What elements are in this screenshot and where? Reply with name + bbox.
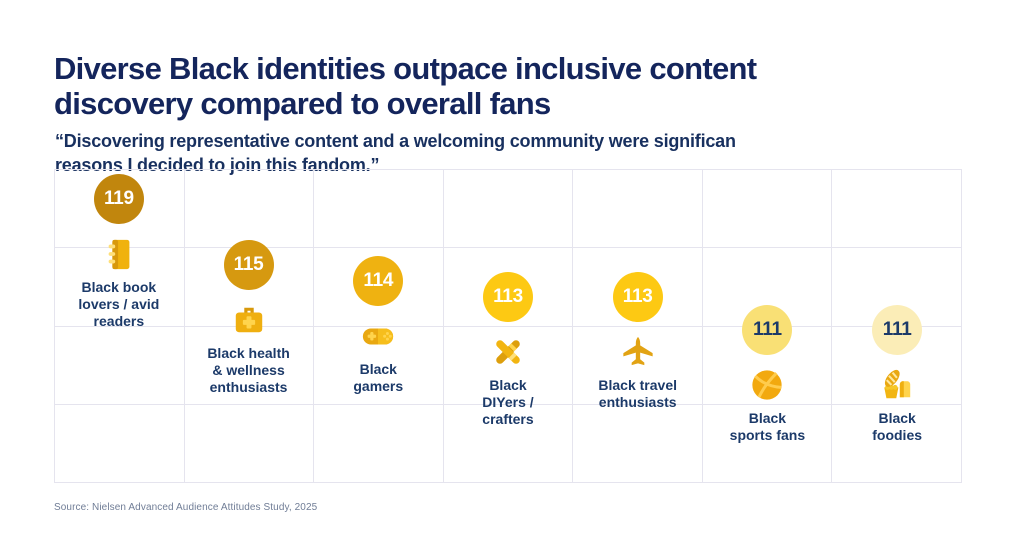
subtitle-line-2: reasons I decided to join this fandom.” bbox=[55, 155, 380, 175]
category-label-line: & wellness bbox=[212, 361, 285, 378]
grid-cell bbox=[443, 326, 574, 405]
category-label-line: crafters bbox=[482, 411, 534, 428]
grid-cell bbox=[55, 404, 185, 483]
category-label-line: Black bbox=[878, 410, 916, 427]
category-label-line: Black bbox=[748, 410, 787, 427]
chart-column: 111 Black sports fans bbox=[703, 169, 833, 483]
category-label: Black gamers bbox=[313, 361, 443, 395]
title-line-2: discovery compared to overall fans bbox=[54, 85, 551, 121]
page-title: Diverse Black identities outpace inclusi… bbox=[54, 51, 974, 121]
category-label-line: Black health bbox=[207, 344, 290, 361]
category-label: Black sports fans bbox=[703, 410, 833, 444]
value-circle: 114 bbox=[353, 256, 404, 306]
grid-cell bbox=[184, 404, 315, 483]
book-icon bbox=[102, 237, 136, 271]
category-label: Black book lovers / avid readers bbox=[54, 279, 184, 330]
grid-cell bbox=[573, 326, 703, 405]
category-label-line: Black travel bbox=[598, 377, 677, 394]
grid-cell bbox=[314, 248, 444, 327]
identity-index-chart: 119 Black book lovers / avid readers 115 Blac… bbox=[54, 169, 962, 483]
bread-icon bbox=[880, 368, 914, 402]
chart-column: 114 Black gamers bbox=[313, 169, 443, 483]
category-label-line: Black bbox=[359, 361, 397, 377]
subtitle-quote: “Discovering representative content and … bbox=[55, 129, 915, 177]
value-circle: 113 bbox=[482, 272, 533, 323]
category-label-line: readers bbox=[93, 313, 145, 329]
category-label-line: enthusiasts bbox=[209, 378, 288, 395]
grid-cell bbox=[702, 404, 833, 483]
grid-cell bbox=[702, 170, 833, 249]
grid-cell bbox=[184, 326, 315, 405]
subtitle-line-1: “Discovering representative content and … bbox=[55, 131, 736, 151]
grid-cell bbox=[314, 170, 444, 249]
value-circle: 119 bbox=[93, 174, 144, 224]
value-circle: 111 bbox=[872, 305, 923, 356]
title-line-1: Diverse Black identities outpace inclusi… bbox=[54, 50, 757, 86]
category-label-line: enthusiasts bbox=[598, 394, 677, 411]
category-label-line: DIYers / bbox=[482, 394, 534, 411]
chart-column: 113 Black travel enthusiasts bbox=[573, 169, 703, 483]
category-label-line: Black book bbox=[81, 279, 157, 295]
grid-cell bbox=[832, 170, 962, 249]
grid-cell bbox=[832, 404, 962, 483]
source-note: Source: Nielsen Advanced Audience Attitu… bbox=[54, 502, 318, 513]
category-label-line: gamers bbox=[353, 378, 404, 394]
category-label-line: foodies bbox=[872, 427, 923, 444]
grid-cell bbox=[573, 404, 703, 483]
gamepad-icon bbox=[361, 319, 395, 353]
grid-cell bbox=[443, 404, 574, 483]
grid-cell bbox=[702, 326, 833, 405]
value-circle: 115 bbox=[223, 239, 274, 290]
category-label: Black foodies bbox=[832, 410, 962, 444]
grid-cell bbox=[314, 326, 444, 405]
grid-cell bbox=[573, 248, 703, 327]
category-label-line: sports fans bbox=[729, 427, 806, 444]
value-circle: 113 bbox=[612, 272, 663, 323]
grid-cell bbox=[55, 326, 185, 405]
category-label: Black travel enthusiasts bbox=[573, 377, 703, 411]
grid-cell bbox=[314, 404, 444, 483]
chart-column: 119 Black book lovers / avid readers bbox=[54, 169, 184, 483]
category-label: Black DIYers / crafters bbox=[443, 377, 573, 428]
value-circle: 111 bbox=[742, 305, 793, 356]
chart-column: 115 Black health & wellness enthusiasts bbox=[184, 169, 314, 483]
category-label-line: Black bbox=[489, 377, 527, 394]
category-label-line: lovers / avid bbox=[78, 296, 160, 312]
chart-column: 113 Black DIYers / crafters bbox=[443, 169, 573, 483]
category-label: Black health & wellness enthusiasts bbox=[184, 345, 314, 396]
chart-column: 111 Black foodies bbox=[832, 169, 962, 483]
grid-cell bbox=[443, 248, 574, 327]
grid-cell bbox=[573, 170, 703, 249]
grid-cell bbox=[832, 326, 962, 405]
basketball-icon bbox=[750, 368, 784, 402]
first-aid-kit-icon bbox=[232, 303, 266, 337]
airplane-icon bbox=[621, 335, 655, 369]
crossed-tools-icon bbox=[491, 335, 525, 369]
grid-cell bbox=[55, 248, 185, 327]
grid-cell bbox=[443, 170, 574, 249]
